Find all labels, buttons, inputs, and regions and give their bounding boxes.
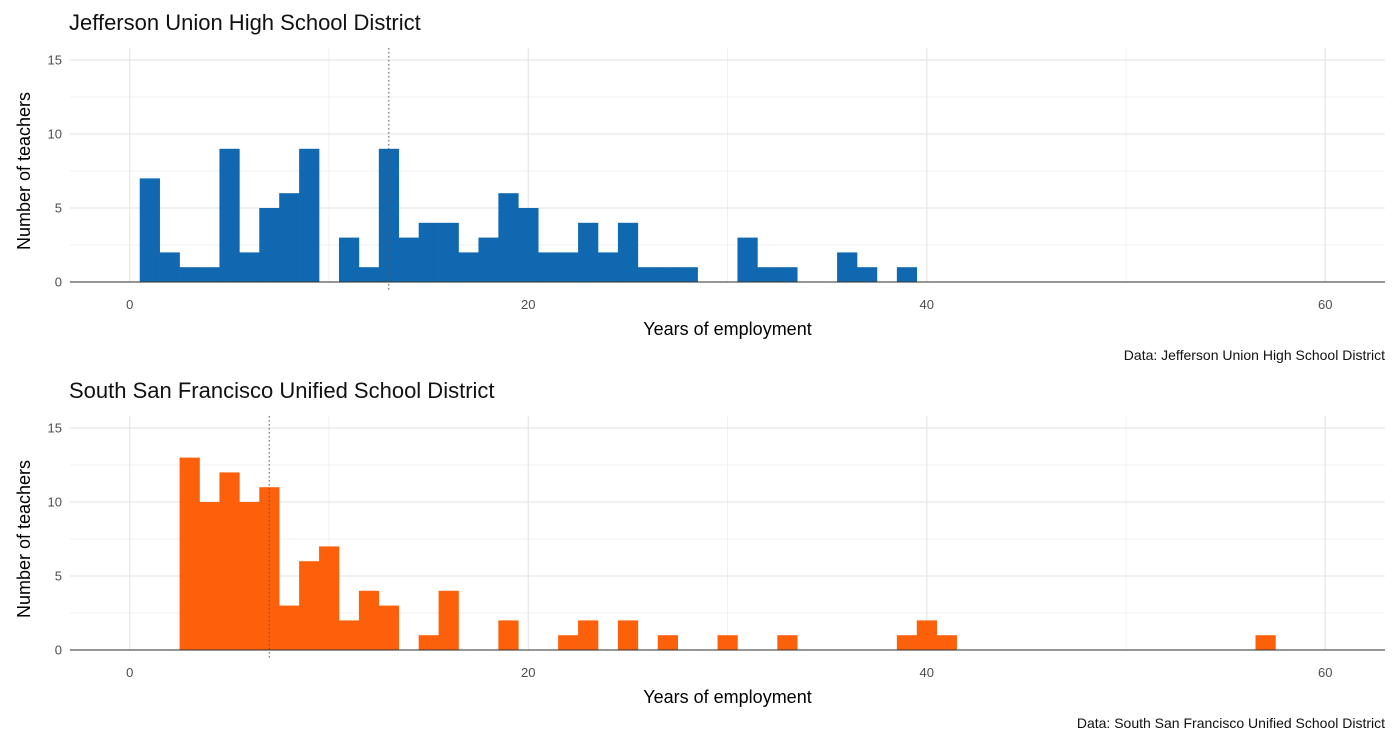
bar: [597, 252, 619, 282]
bar: [239, 252, 260, 282]
x-axis-title: Years of employment: [643, 319, 811, 339]
bar: [199, 267, 220, 282]
histogram-plot: 0 5 10 15 0 20 40 60 Years of employment Number o…: [14, 48, 1385, 339]
x-tick-label: 20: [521, 665, 535, 680]
bar: [617, 620, 639, 650]
bar: [578, 222, 599, 282]
chart-caption: Data: South San Francisco Unified School…: [1076, 715, 1385, 731]
bar: [558, 252, 579, 282]
bar: [857, 267, 878, 282]
y-tick-label: 0: [55, 643, 62, 658]
x-tick-label: 0: [126, 297, 133, 312]
bar: [299, 148, 320, 282]
bar: [837, 252, 858, 282]
chart-panel-south-sf: South San Francisco Unified School Distr…: [0, 368, 1400, 738]
bar: [398, 237, 419, 282]
bar: [438, 590, 459, 650]
bar: [1255, 635, 1276, 650]
bar: [578, 620, 599, 650]
bar: [538, 252, 559, 282]
y-tick-label: 5: [55, 201, 62, 216]
y-tick-label: 15: [48, 421, 62, 436]
bar: [358, 267, 380, 282]
bar: [438, 222, 459, 282]
y-tick-label: 0: [55, 275, 62, 290]
bar: [637, 267, 659, 282]
x-tick-label: 40: [920, 297, 934, 312]
bar: [677, 267, 698, 282]
bar: [358, 590, 380, 650]
bar: [757, 267, 778, 282]
bar: [319, 546, 340, 650]
x-axis-title: Years of employment: [643, 687, 811, 707]
bar: [657, 267, 678, 282]
bar: [179, 267, 200, 282]
bar: [239, 502, 260, 650]
bar: [219, 472, 240, 650]
bar: [418, 222, 439, 282]
bar: [279, 193, 300, 282]
bar: [777, 267, 798, 282]
chart-title: Jefferson Union High School District: [69, 10, 421, 35]
chart-title: South San Francisco Unified School Distr…: [69, 378, 495, 403]
histogram-plot: 0 5 10 15 0 20 40 60 Years of employment Number o…: [14, 416, 1385, 707]
bar: [498, 193, 519, 282]
y-tick-label: 10: [48, 127, 62, 142]
bar: [936, 635, 957, 650]
y-tick-label: 15: [48, 53, 62, 68]
bar: [139, 178, 160, 282]
bars: [179, 457, 1276, 650]
bar: [199, 502, 220, 650]
bar: [259, 208, 280, 282]
bar: [338, 237, 360, 282]
bar: [717, 635, 738, 650]
bar: [378, 148, 400, 282]
y-tick-label: 5: [55, 569, 62, 584]
chart-caption: Data: Jefferson Union High School Distri…: [1123, 347, 1385, 363]
bar: [418, 635, 439, 650]
bar: [558, 635, 579, 650]
bar: [657, 635, 678, 650]
bar: [219, 148, 240, 282]
bar: [777, 635, 798, 650]
bar: [279, 605, 300, 650]
bar: [737, 237, 758, 282]
y-tick-label: 10: [48, 495, 62, 510]
bar: [458, 252, 479, 282]
bar: [498, 620, 519, 650]
bar: [159, 252, 180, 282]
x-tick-label: 0: [126, 665, 133, 680]
bar: [299, 561, 320, 650]
bar: [518, 208, 539, 282]
bar: [478, 237, 499, 282]
y-axis-title: Number of teachers: [14, 92, 34, 250]
x-tick-label: 60: [1318, 665, 1332, 680]
bar: [896, 267, 918, 282]
x-tick-label: 40: [920, 665, 934, 680]
bar: [338, 620, 360, 650]
bar: [916, 620, 938, 650]
x-tick-label: 60: [1318, 297, 1332, 312]
bars: [139, 148, 918, 282]
chart-panel-jefferson: Jefferson Union High School District 0 5 1…: [0, 0, 1400, 370]
bar: [896, 635, 918, 650]
x-tick-label: 20: [521, 297, 535, 312]
bar: [378, 605, 400, 650]
bar: [617, 222, 639, 282]
bar: [179, 457, 200, 650]
y-axis-title: Number of teachers: [14, 460, 34, 618]
